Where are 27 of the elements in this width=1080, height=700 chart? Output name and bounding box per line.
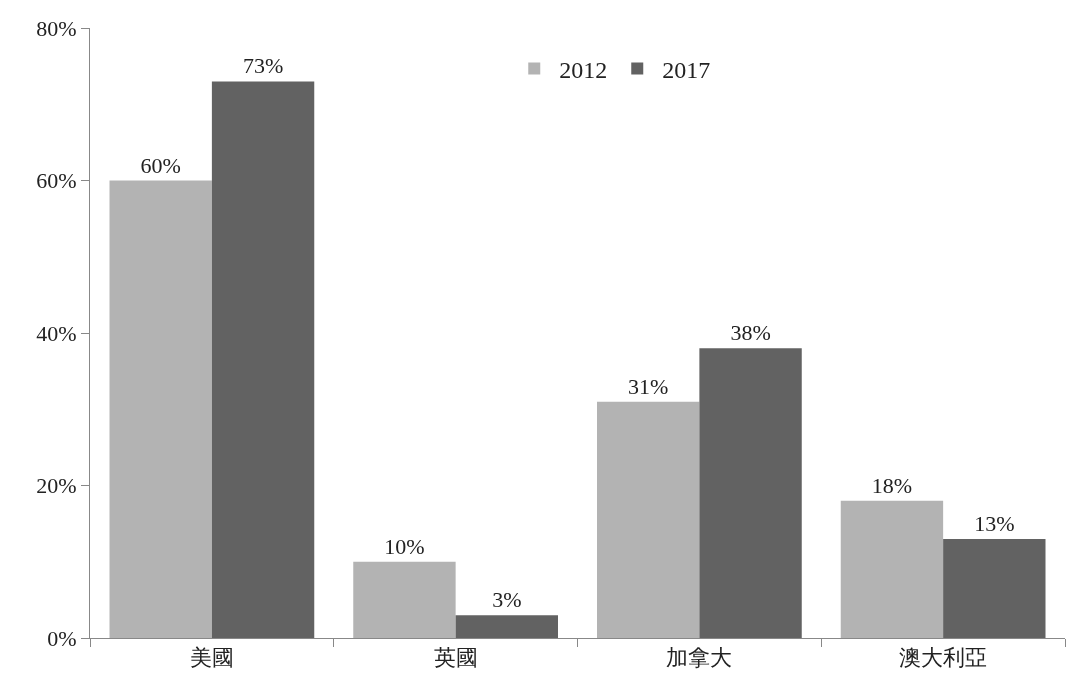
data-label: 31% [628,373,669,399]
bar [597,401,700,638]
x-tick-label: 英國 [433,645,478,671]
bar [211,81,315,638]
data-label: 10% [384,533,425,559]
data-label: 3% [492,587,522,613]
bar [455,615,558,638]
y-tick-label: 20% [36,473,77,499]
y-tick-label: 60% [36,168,77,194]
x-tick-label: 加拿大 [666,645,733,671]
bar [699,348,802,638]
bar [109,180,212,638]
x-tick-label: 美國 [189,645,234,671]
data-label: 13% [974,510,1015,536]
legend-label: 2012 [559,56,608,83]
bar [840,500,944,638]
legend-label: 2017 [662,56,711,83]
data-label: 18% [871,472,913,498]
data-label: 73% [242,53,284,79]
y-tick-label: 0% [47,625,77,651]
data-label: 60% [140,152,181,178]
y-tick-label: 80% [36,15,77,41]
y-tick-label: 40% [36,320,77,346]
x-tick-label: 澳大利亞 [899,645,988,671]
bar [353,561,456,638]
data-label: 38% [730,320,771,346]
bar [943,538,1046,638]
